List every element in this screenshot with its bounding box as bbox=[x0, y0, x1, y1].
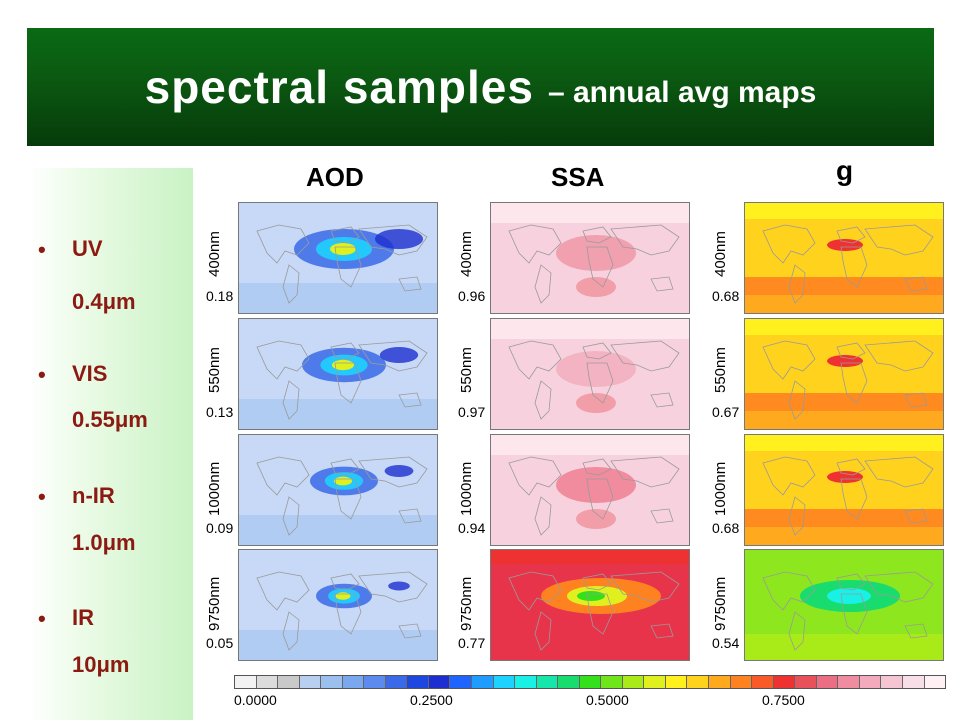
colorbar-swatch bbox=[687, 676, 710, 688]
colorbar-swatch bbox=[558, 676, 580, 688]
colorbar-swatch bbox=[622, 676, 645, 688]
map-aod-550nm bbox=[238, 318, 438, 430]
map-aod-400nm bbox=[238, 202, 438, 314]
page-title: spectral samples – annual avg maps bbox=[27, 28, 934, 146]
colorbar-tick: 0.5000 bbox=[586, 692, 629, 708]
mean-value: 0.97 bbox=[458, 404, 486, 420]
colorbar-swatch bbox=[924, 676, 946, 688]
band-wavelength-ir: 10μm bbox=[72, 652, 130, 677]
colorbar-tick: 0.7500 bbox=[762, 692, 805, 708]
map-ssa-400nm bbox=[490, 202, 690, 314]
colorbar-tick: 0.0000 bbox=[234, 692, 277, 708]
wavelength-label: 9750nm bbox=[206, 576, 223, 631]
colorbar-swatch bbox=[515, 676, 537, 688]
colorbar-swatch bbox=[881, 676, 903, 688]
band-name-nir: n-IR bbox=[72, 483, 115, 508]
colorbar-swatch bbox=[256, 676, 279, 688]
wavelength-label: 9750nm bbox=[712, 576, 729, 631]
band-wavelength-nir: 1.0μm bbox=[72, 530, 136, 555]
mean-value: 0.94 bbox=[458, 520, 486, 536]
map-aod-9750nm bbox=[238, 549, 438, 661]
colorbar-swatch bbox=[902, 676, 925, 688]
column-header-ssa: SSA bbox=[551, 162, 605, 192]
mean-value: 0.77 bbox=[458, 635, 486, 651]
wavelength-label: 400nm bbox=[458, 231, 475, 277]
bullet: • bbox=[38, 362, 46, 387]
colorbar-swatch bbox=[665, 676, 688, 688]
wavelength-label: 550nm bbox=[458, 347, 475, 393]
colorbar-swatch bbox=[644, 676, 666, 688]
wavelength-label: 1000nm bbox=[206, 461, 223, 516]
wavelength-label: 1000nm bbox=[712, 461, 729, 516]
colorbar-swatch bbox=[536, 676, 559, 688]
colorbar-swatch bbox=[730, 676, 753, 688]
map-ssa-550nm bbox=[490, 318, 690, 430]
colorbar-swatch bbox=[385, 676, 408, 688]
band-name-uv: UV bbox=[72, 236, 103, 261]
column-header-g: g bbox=[836, 155, 854, 186]
wavelength-label: 9750nm bbox=[458, 576, 475, 631]
colorbar-swatch bbox=[407, 676, 429, 688]
mean-value: 0.54 bbox=[712, 635, 740, 651]
mean-value: 0.09 bbox=[206, 520, 234, 536]
title-sub: – annual avg maps bbox=[547, 76, 817, 109]
bullet: • bbox=[38, 237, 46, 262]
colorbar-swatch bbox=[278, 676, 300, 688]
band-name-ir: IR bbox=[72, 605, 94, 630]
colorbar-swatch bbox=[709, 676, 731, 688]
mean-value: 0.96 bbox=[458, 288, 486, 304]
mean-value: 0.05 bbox=[206, 635, 234, 651]
colorbar-swatch bbox=[493, 676, 516, 688]
map-g-9750nm bbox=[744, 549, 944, 661]
colorbar-swatch bbox=[299, 676, 322, 688]
map-g-550nm bbox=[744, 318, 944, 430]
colorbar-swatch bbox=[364, 676, 386, 688]
mean-value: 0.18 bbox=[206, 288, 234, 304]
bullet: • bbox=[38, 484, 46, 509]
title-main: spectral samples bbox=[144, 61, 534, 113]
colorbar-swatch bbox=[450, 676, 473, 688]
band-wavelength-vis: 0.55μm bbox=[72, 407, 148, 432]
wavelength-label: 400nm bbox=[206, 231, 223, 277]
band-name-vis: VIS bbox=[72, 361, 108, 386]
colorbar-swatch bbox=[773, 676, 796, 688]
map-g-400nm bbox=[744, 202, 944, 314]
mean-value: 0.68 bbox=[712, 288, 740, 304]
wavelength-label: 400nm bbox=[712, 231, 729, 277]
map-ssa-1000nm bbox=[490, 434, 690, 546]
colorbar bbox=[234, 675, 946, 689]
colorbar-swatch bbox=[816, 676, 839, 688]
title-banner: spectral samples – annual avg maps bbox=[27, 28, 934, 146]
column-header-aod: AOD bbox=[306, 162, 364, 192]
mean-value: 0.68 bbox=[712, 520, 740, 536]
wavelength-label: 1000nm bbox=[458, 461, 475, 516]
colorbar-swatch bbox=[579, 676, 602, 688]
colorbar-swatch bbox=[428, 676, 451, 688]
colorbar-swatch bbox=[838, 676, 860, 688]
colorbar-swatch bbox=[859, 676, 882, 688]
colorbar-swatch bbox=[472, 676, 494, 688]
bullet: • bbox=[38, 606, 46, 631]
colorbar-tick: 0.2500 bbox=[410, 692, 453, 708]
band-sidebar bbox=[28, 168, 193, 720]
wavelength-label: 550nm bbox=[206, 347, 223, 393]
map-ssa-9750nm bbox=[490, 549, 690, 661]
mean-value: 0.67 bbox=[712, 404, 740, 420]
map-g-1000nm bbox=[744, 434, 944, 546]
wavelength-label: 550nm bbox=[712, 347, 729, 393]
mean-value: 0.13 bbox=[206, 404, 234, 420]
colorbar-swatch bbox=[321, 676, 343, 688]
colorbar-swatch bbox=[235, 676, 257, 688]
map-aod-1000nm bbox=[238, 434, 438, 546]
colorbar-swatch bbox=[342, 676, 365, 688]
band-wavelength-uv: 0.4μm bbox=[72, 289, 136, 314]
colorbar-swatch bbox=[752, 676, 774, 688]
colorbar-swatch bbox=[795, 676, 817, 688]
colorbar-swatch bbox=[601, 676, 623, 688]
